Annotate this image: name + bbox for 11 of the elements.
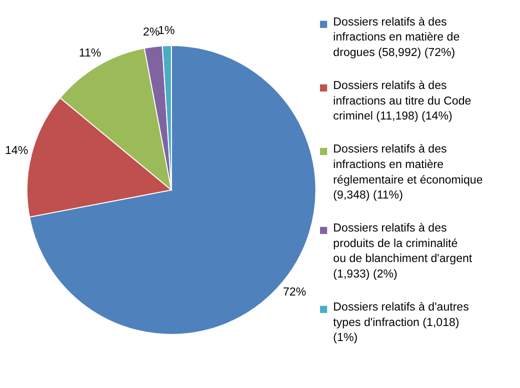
data-label: 72% <box>283 286 306 299</box>
data-label: 2% <box>143 26 160 38</box>
legend-label: Dossiers relatifs à d'autres types d'infraction (1,018) (1%) <box>333 301 470 344</box>
legend-label: Dossiers relatifs à des infractions en matière réglementaire et économique (9,348) (11%) <box>333 143 483 202</box>
legend-label: Dossiers relatifs à des infractions en matière de drogues (58,992) (72%) <box>333 16 460 60</box>
data-label: 14% <box>5 145 28 158</box>
legend-label: Dossiers relatifs à des produits de la criminalité ou de blanchiment d'argent (1,933) (2%) <box>333 222 473 281</box>
pie-slice <box>29 45 316 335</box>
data-label: 1% <box>158 25 175 38</box>
legend-label: Dossiers relatifs à des infractions au titre du Code criminel (11,198) (14%) <box>333 80 472 123</box>
data-label: 11% <box>78 47 102 60</box>
